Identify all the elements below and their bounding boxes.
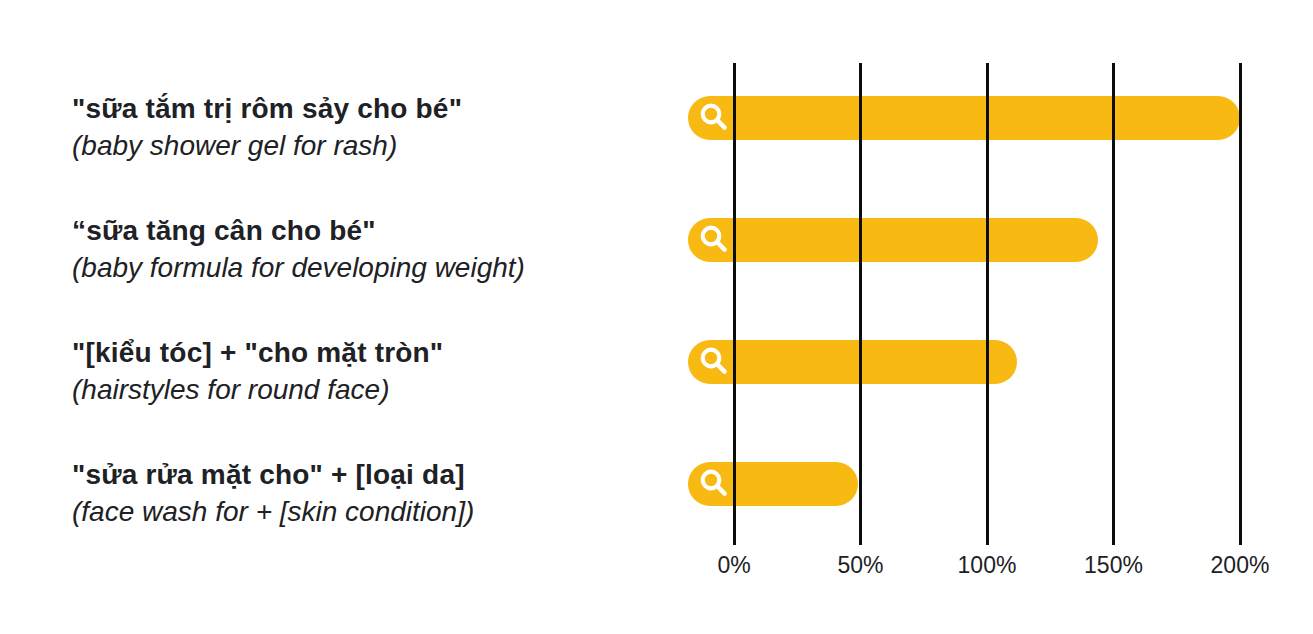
x-tick-label: 0%	[689, 552, 779, 579]
gridline-200%	[1239, 63, 1242, 545]
x-tick-label: 200%	[1195, 552, 1285, 579]
x-tick-label: 50%	[816, 552, 906, 579]
search-icon	[698, 345, 732, 379]
x-tick-label: 150%	[1069, 552, 1159, 579]
x-tick-label: 100%	[942, 552, 1032, 579]
bar-hairstyles	[688, 340, 1017, 384]
bar-baby-formula	[688, 218, 1098, 262]
gridline-150%	[1112, 63, 1115, 545]
search-icon	[698, 101, 732, 135]
search-icon	[698, 223, 732, 257]
search-growth-chart: "sữa tắm trị rôm sảy cho bé" (baby showe…	[0, 0, 1313, 634]
bar-baby-shower-gel	[688, 96, 1240, 140]
plot-area: 0% 50% 100% 150% 200%	[0, 0, 1313, 634]
gridline-50%	[859, 63, 862, 545]
search-icon	[698, 467, 732, 501]
gridline-0%	[733, 63, 736, 545]
gridline-100%	[986, 63, 989, 545]
bar-face-wash	[688, 462, 858, 506]
